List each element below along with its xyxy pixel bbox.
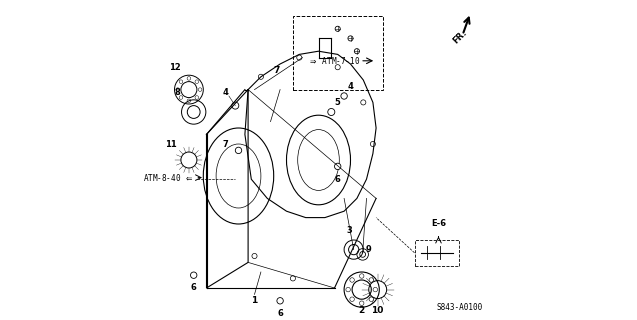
Circle shape <box>334 163 341 170</box>
Text: 2: 2 <box>359 306 365 315</box>
Text: FR.: FR. <box>452 28 469 45</box>
Circle shape <box>361 100 366 105</box>
Circle shape <box>335 65 340 70</box>
Text: 11: 11 <box>166 140 177 148</box>
Circle shape <box>341 93 347 99</box>
Text: ATM-8-40 $\Leftarrow$: ATM-8-40 $\Leftarrow$ <box>143 172 194 183</box>
Text: 3: 3 <box>346 226 352 235</box>
Text: 12: 12 <box>169 63 180 72</box>
Circle shape <box>335 26 340 31</box>
Circle shape <box>297 55 302 60</box>
Text: 4: 4 <box>348 82 354 91</box>
Circle shape <box>235 147 241 154</box>
Text: S843-A0100: S843-A0100 <box>436 303 482 312</box>
Circle shape <box>190 272 197 278</box>
Text: 7: 7 <box>223 140 229 148</box>
Circle shape <box>370 141 375 147</box>
Text: E-6: E-6 <box>431 220 446 228</box>
Circle shape <box>277 298 283 304</box>
Circle shape <box>354 49 359 54</box>
Circle shape <box>232 102 239 109</box>
Circle shape <box>252 253 257 259</box>
Text: 5: 5 <box>335 98 341 107</box>
Text: 4: 4 <box>223 88 229 97</box>
Text: 6: 6 <box>335 175 341 184</box>
Text: 1: 1 <box>252 296 257 305</box>
Text: 7: 7 <box>274 66 280 75</box>
Text: 6: 6 <box>277 309 283 318</box>
Circle shape <box>259 74 264 79</box>
Circle shape <box>348 36 353 41</box>
Text: 10: 10 <box>371 306 384 315</box>
Text: 9: 9 <box>365 245 371 254</box>
Text: 6: 6 <box>190 284 197 292</box>
Circle shape <box>328 108 335 116</box>
Text: $\Rightarrow$ ATM-7-10: $\Rightarrow$ ATM-7-10 <box>308 55 360 66</box>
Polygon shape <box>206 90 248 288</box>
Circle shape <box>290 276 296 281</box>
Text: 8: 8 <box>175 88 180 97</box>
